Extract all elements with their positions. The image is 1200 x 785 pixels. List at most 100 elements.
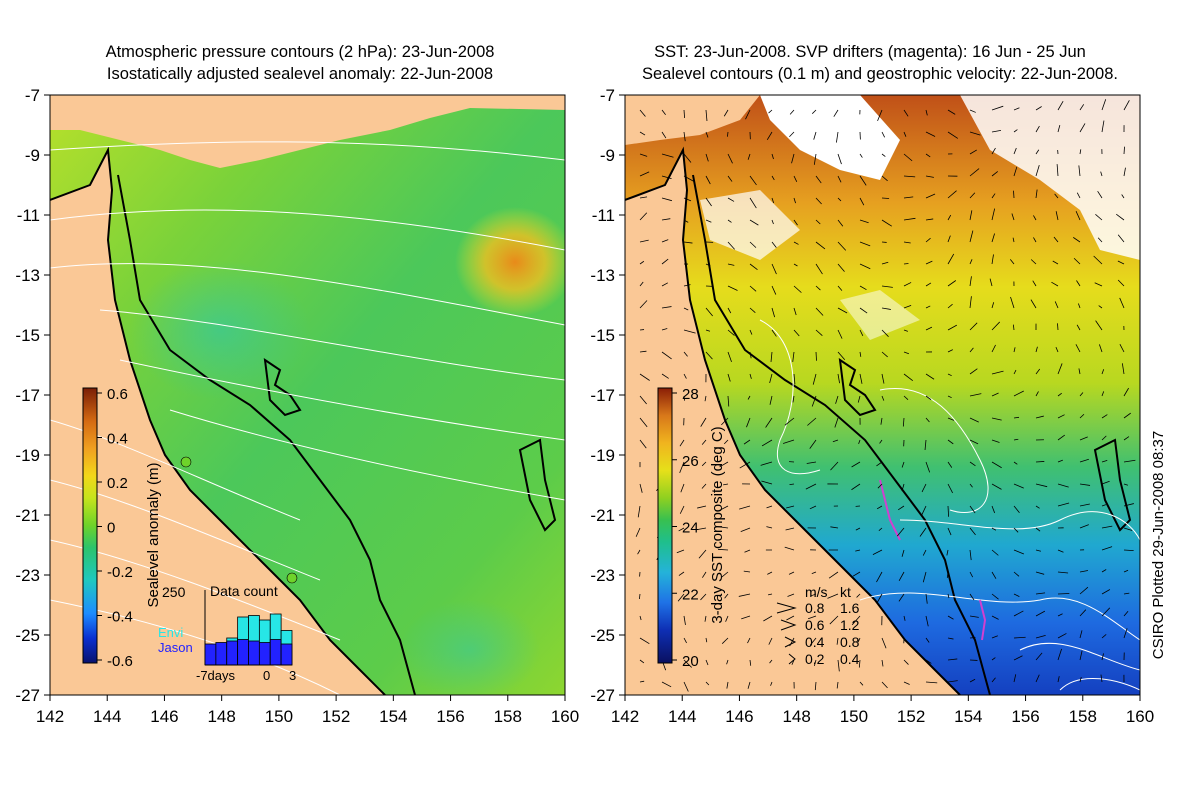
sealevel-colorbar-label: Sealevel anomaly (m) xyxy=(145,462,162,607)
sealevel-colorbar-tick: 0.2 xyxy=(107,475,128,492)
velocity-legend-ms: 0.2 xyxy=(805,651,825,667)
lat-tick-label: -25 xyxy=(15,626,40,645)
lat-tick-label: -15 xyxy=(590,326,615,345)
lon-tick-label: 154 xyxy=(954,707,982,726)
lon-tick-label: 156 xyxy=(436,707,464,726)
lon-tick-label: 150 xyxy=(265,707,293,726)
sst-colorbar-tick: 28 xyxy=(682,386,699,403)
lon-tick-label: 142 xyxy=(36,707,64,726)
drifter-marker xyxy=(287,573,297,583)
lat-tick-label: -21 xyxy=(15,506,40,525)
lat-tick-label: -7 xyxy=(25,86,40,105)
lat-tick-label: -9 xyxy=(600,146,615,165)
velocity-legend-header-ms: m/s xyxy=(805,584,828,600)
sealevel-colorbar-tick: -0.2 xyxy=(107,564,133,581)
velocity-legend-kt: 0.8 xyxy=(840,634,860,650)
sst-colorbar-scale xyxy=(658,388,672,663)
lon-tick-label: 142 xyxy=(611,707,639,726)
data-count-bar-jason xyxy=(259,643,270,666)
sealevel-colorbar-scale xyxy=(83,388,97,663)
sealevel-colorbar-tick: 0.4 xyxy=(107,431,128,448)
right-title-line2: Sealevel contours (0.1 m) and geostrophi… xyxy=(642,65,1118,83)
lon-tick-label: 148 xyxy=(782,707,810,726)
sealevel-colorbar-tick: 0 xyxy=(107,520,115,537)
sealevel-colorbar-tick: -0.4 xyxy=(107,609,133,626)
velocity-legend-kt: 1.6 xyxy=(840,600,860,616)
velocity-legend-header-kt: kt xyxy=(840,584,851,600)
data-count-max-label: 250 xyxy=(162,584,186,600)
lat-tick-label: -25 xyxy=(590,626,615,645)
data-count-x-label-start: -7days xyxy=(196,668,236,683)
sealevel-colorbar-tick: -0.6 xyxy=(107,653,133,670)
data-count-bar-jason xyxy=(238,640,249,666)
data-count-title: Data count xyxy=(210,583,278,599)
lat-tick-label: -19 xyxy=(15,446,40,465)
sea-level-high-feature xyxy=(455,207,575,317)
sea-level-low-feature xyxy=(400,600,540,700)
lat-tick-label: -17 xyxy=(15,386,40,405)
data-count-bar-jason xyxy=(205,644,216,665)
velocity-arrow xyxy=(816,352,817,361)
lat-tick-label: -15 xyxy=(15,326,40,345)
data-count-bar-jason xyxy=(281,644,292,665)
data-count-bar-jason xyxy=(249,641,260,665)
lat-tick-label: -7 xyxy=(600,86,615,105)
data-count-bar-jason xyxy=(227,641,238,665)
lon-tick-label: 144 xyxy=(668,707,696,726)
velocity-legend-ms: 0.8 xyxy=(805,600,825,616)
lat-tick-label: -11 xyxy=(592,206,615,225)
lon-tick-label: 160 xyxy=(551,707,579,726)
lat-tick-label: -27 xyxy=(590,686,615,705)
lon-tick-label: 158 xyxy=(1069,707,1097,726)
lat-tick-label: -11 xyxy=(17,206,40,225)
velocity-arrow xyxy=(1058,593,1069,594)
velocity-legend-kt: 0.4 xyxy=(840,651,860,667)
lon-tick-label: 148 xyxy=(207,707,235,726)
left-title-line2: Isostatically adjusted sealevel anomaly:… xyxy=(107,65,493,83)
sealevel-colorbar-tick: 0.6 xyxy=(107,386,128,403)
drifter-marker xyxy=(181,457,191,467)
plot-credit: CSIRO Plotted 29-Jun-2008 08:37 xyxy=(1150,431,1167,659)
lat-tick-label: -13 xyxy=(590,266,615,285)
legend-jason: Jason xyxy=(158,640,193,655)
lat-tick-label: -13 xyxy=(15,266,40,285)
sst-colorbar-tick: 26 xyxy=(682,453,699,470)
velocity-legend-ms: 0.4 xyxy=(805,634,825,650)
velocity-legend-ms: 0.6 xyxy=(805,617,825,633)
lon-tick-label: 154 xyxy=(379,707,407,726)
lon-tick-label: 158 xyxy=(494,707,522,726)
right-title-line1: SST: 23-Jun-2008. SVP drifters (magenta)… xyxy=(654,43,1086,61)
left-title-line1: Atmospheric pressure contours (2 hPa): 2… xyxy=(106,43,495,61)
lon-tick-label: 146 xyxy=(150,707,178,726)
velocity-arrow xyxy=(1013,191,1014,198)
lon-tick-label: 160 xyxy=(1126,707,1154,726)
velocity-arrow xyxy=(1057,323,1058,330)
lat-tick-label: -23 xyxy=(590,566,615,585)
velocity-arrow xyxy=(1124,147,1125,154)
lon-tick-label: 150 xyxy=(840,707,868,726)
velocity-arrow xyxy=(1036,461,1044,462)
velocity-arrow xyxy=(882,198,889,199)
lon-tick-label: 152 xyxy=(322,707,350,726)
lon-tick-label: 144 xyxy=(93,707,121,726)
legend-envi: Envi xyxy=(158,625,183,640)
sst-colorbar-tick: 24 xyxy=(682,520,699,537)
lat-tick-label: -17 xyxy=(590,386,615,405)
lat-tick-label: -19 xyxy=(590,446,615,465)
sst-colorbar-tick: 22 xyxy=(682,586,699,603)
velocity-arrow xyxy=(727,132,728,137)
data-count-x-label-zero: 0 xyxy=(263,668,270,683)
lat-tick-label: -23 xyxy=(15,566,40,585)
sst-colorbar-label: 3-day SST composite (deg C) xyxy=(709,426,726,623)
lat-tick-label: -21 xyxy=(590,506,615,525)
data-count-bar-jason xyxy=(216,643,227,666)
data-count-bar-jason xyxy=(270,640,281,666)
lon-tick-label: 156 xyxy=(1011,707,1039,726)
lat-tick-label: -9 xyxy=(25,146,40,165)
lat-tick-label: -27 xyxy=(15,686,40,705)
data-count-x-label-end: 3 xyxy=(289,668,296,683)
right-map-panel xyxy=(625,95,1140,695)
lon-tick-label: 152 xyxy=(897,707,925,726)
